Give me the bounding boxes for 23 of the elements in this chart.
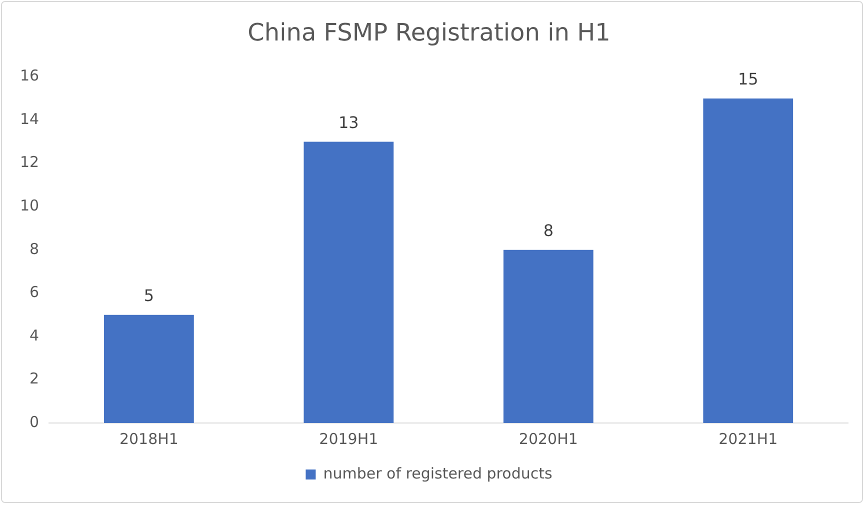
data-label: 15 [738, 70, 758, 89]
chart-title: China FSMP Registration in H1 [248, 18, 610, 47]
x-tick-label: 2020H1 [518, 430, 578, 448]
bar [503, 250, 594, 423]
y-tick-label: 6 [30, 283, 40, 302]
legend-label: number of registered products [323, 464, 552, 482]
x-tick-label: 2019H1 [319, 430, 378, 448]
y-tick-label: 0 [30, 412, 40, 431]
data-label: 5 [144, 286, 154, 305]
data-label: 8 [543, 221, 554, 240]
y-tick-label: 8 [30, 240, 40, 258]
x-tick-label: 2021H1 [718, 430, 778, 448]
data-label: 13 [338, 112, 359, 132]
bar [104, 314, 194, 423]
bar [304, 142, 394, 423]
x-tick-label: 2018H1 [119, 430, 178, 448]
bar [703, 98, 794, 423]
y-tick-label: 2 [30, 370, 40, 388]
y-tick-label: 14 [20, 110, 40, 128]
y-tick-label: 16 [20, 66, 40, 85]
y-tick-label: 12 [20, 153, 40, 172]
y-tick-label: 4 [30, 326, 40, 344]
y-tick-label: 10 [20, 196, 40, 215]
